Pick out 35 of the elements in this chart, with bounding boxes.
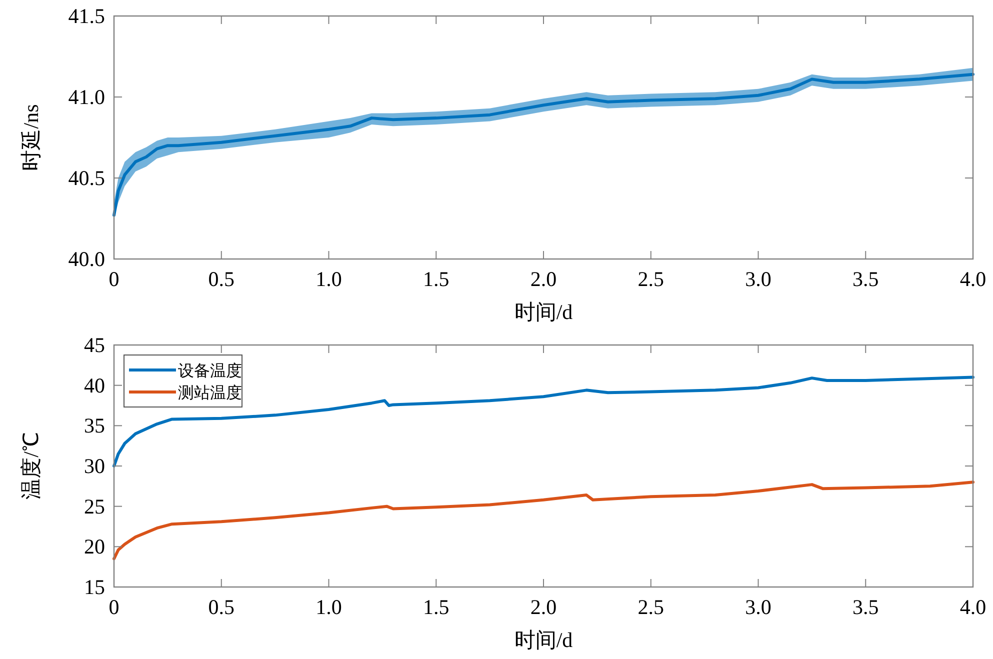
y-tick-label: 41.0 <box>68 85 105 109</box>
x-tick-label: 2.5 <box>638 267 664 291</box>
y-tick-label: 25 <box>84 494 105 518</box>
y-tick-label: 40.5 <box>68 166 105 190</box>
x-axis-title: 时间/d <box>514 628 574 652</box>
x-tick-label: 2.0 <box>530 267 557 291</box>
x-tick-label: 3.0 <box>745 595 772 619</box>
x-tick-label: 4.0 <box>960 595 986 619</box>
y-axis-title: 温度/℃ <box>19 432 43 500</box>
y-tick-label: 35 <box>84 414 105 438</box>
x-axis-title: 时间/d <box>514 300 574 324</box>
y-tick-label: 30 <box>84 454 105 478</box>
x-tick-label: 1.0 <box>316 267 342 291</box>
y-tick-label: 45 <box>84 333 105 357</box>
y-tick-label: 40.0 <box>68 247 105 271</box>
x-tick-label: 1.5 <box>423 267 450 291</box>
y-tick-label: 20 <box>84 534 105 559</box>
y-tick-label: 40 <box>84 373 105 398</box>
x-tick-label: 3.0 <box>745 267 772 291</box>
legend-label: 设备温度 <box>178 362 242 380</box>
x-tick-label: 0 <box>108 595 120 619</box>
legend-label: 测站温度 <box>178 384 242 402</box>
x-tick-label: 3.5 <box>852 595 879 619</box>
x-tick-label: 0.5 <box>208 595 234 619</box>
x-tick-label: 2.5 <box>638 595 664 619</box>
x-tick-label: 0.5 <box>208 267 234 291</box>
x-tick-label: 1.5 <box>423 595 450 619</box>
y-tick-label: 41.5 <box>68 4 105 28</box>
x-tick-label: 1.0 <box>316 595 342 619</box>
x-tick-label: 3.5 <box>852 267 879 291</box>
x-tick-label: 4.0 <box>960 267 986 291</box>
x-tick-label: 0 <box>108 267 120 291</box>
x-tick-label: 2.0 <box>530 595 557 619</box>
y-axis-title: 时延/ns <box>19 104 43 171</box>
y-tick-label: 15 <box>84 575 105 599</box>
